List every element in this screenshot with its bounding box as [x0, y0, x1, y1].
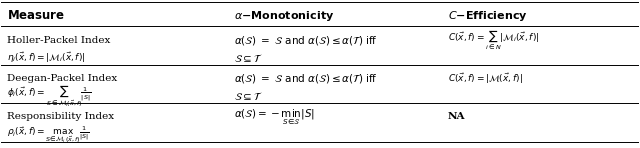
Text: NA: NA: [448, 112, 465, 122]
Text: $\eta_i(\vec{x}, f) = |\mathcal{M}_i(\vec{x}, f)|$: $\eta_i(\vec{x}, f) = |\mathcal{M}_i(\ve…: [7, 51, 86, 65]
Text: $\rho_i(\vec{x}, f) = \max_{S \in \mathcal{M}_i(\vec{x},f)} \frac{1}{|S|}$: $\rho_i(\vec{x}, f) = \max_{S \in \mathc…: [7, 124, 90, 145]
Text: $\alpha$$\mathbf{-Monotonicity}$: $\alpha$$\mathbf{-Monotonicity}$: [234, 9, 334, 23]
Text: $\alpha(\mathcal{S}) \ = \ \mathcal{S}$ and $\alpha(\mathcal{S}) \leq \alpha(\ma: $\alpha(\mathcal{S}) \ = \ \mathcal{S}$ …: [234, 34, 378, 47]
Text: $\mathcal{S} \subseteq \mathcal{T}$: $\mathcal{S} \subseteq \mathcal{T}$: [234, 90, 262, 102]
Text: $\mathcal{S} \subseteq \mathcal{T}$: $\mathcal{S} \subseteq \mathcal{T}$: [234, 52, 262, 64]
Text: $\phi_i(\vec{x}, f) = \sum_{S \in \mathcal{M}_i(\vec{x},f)} \frac{1}{|S|}$: $\phi_i(\vec{x}, f) = \sum_{S \in \mathc…: [7, 83, 92, 109]
Text: $C(\vec{x}, f) = |\mathcal{M}(\vec{x}, f)|$: $C(\vec{x}, f) = |\mathcal{M}(\vec{x}, f…: [448, 72, 523, 86]
Text: $\alpha(\mathcal{S}) = -\min_{S \in \mathcal{S}} |S|$: $\alpha(\mathcal{S}) = -\min_{S \in \mat…: [234, 107, 315, 127]
Text: $\mathbf{Measure}$: $\mathbf{Measure}$: [7, 9, 65, 22]
Text: Responsibility Index: Responsibility Index: [7, 112, 114, 122]
Text: $\alpha(\mathcal{S}) \ = \ \mathcal{S}$ and $\alpha(\mathcal{S}) \leq \alpha(\ma: $\alpha(\mathcal{S}) \ = \ \mathcal{S}$ …: [234, 72, 378, 85]
Text: $C(\vec{x}, f) = \sum_{i \in N} |\mathcal{M}_i(\vec{x}, f)|$: $C(\vec{x}, f) = \sum_{i \in N} |\mathca…: [448, 28, 540, 52]
Text: Deegan-Packel Index: Deegan-Packel Index: [7, 74, 117, 83]
Text: Holler-Packel Index: Holler-Packel Index: [7, 36, 111, 45]
Text: $C$$\mathbf{-Efficiency}$: $C$$\mathbf{-Efficiency}$: [448, 9, 527, 23]
